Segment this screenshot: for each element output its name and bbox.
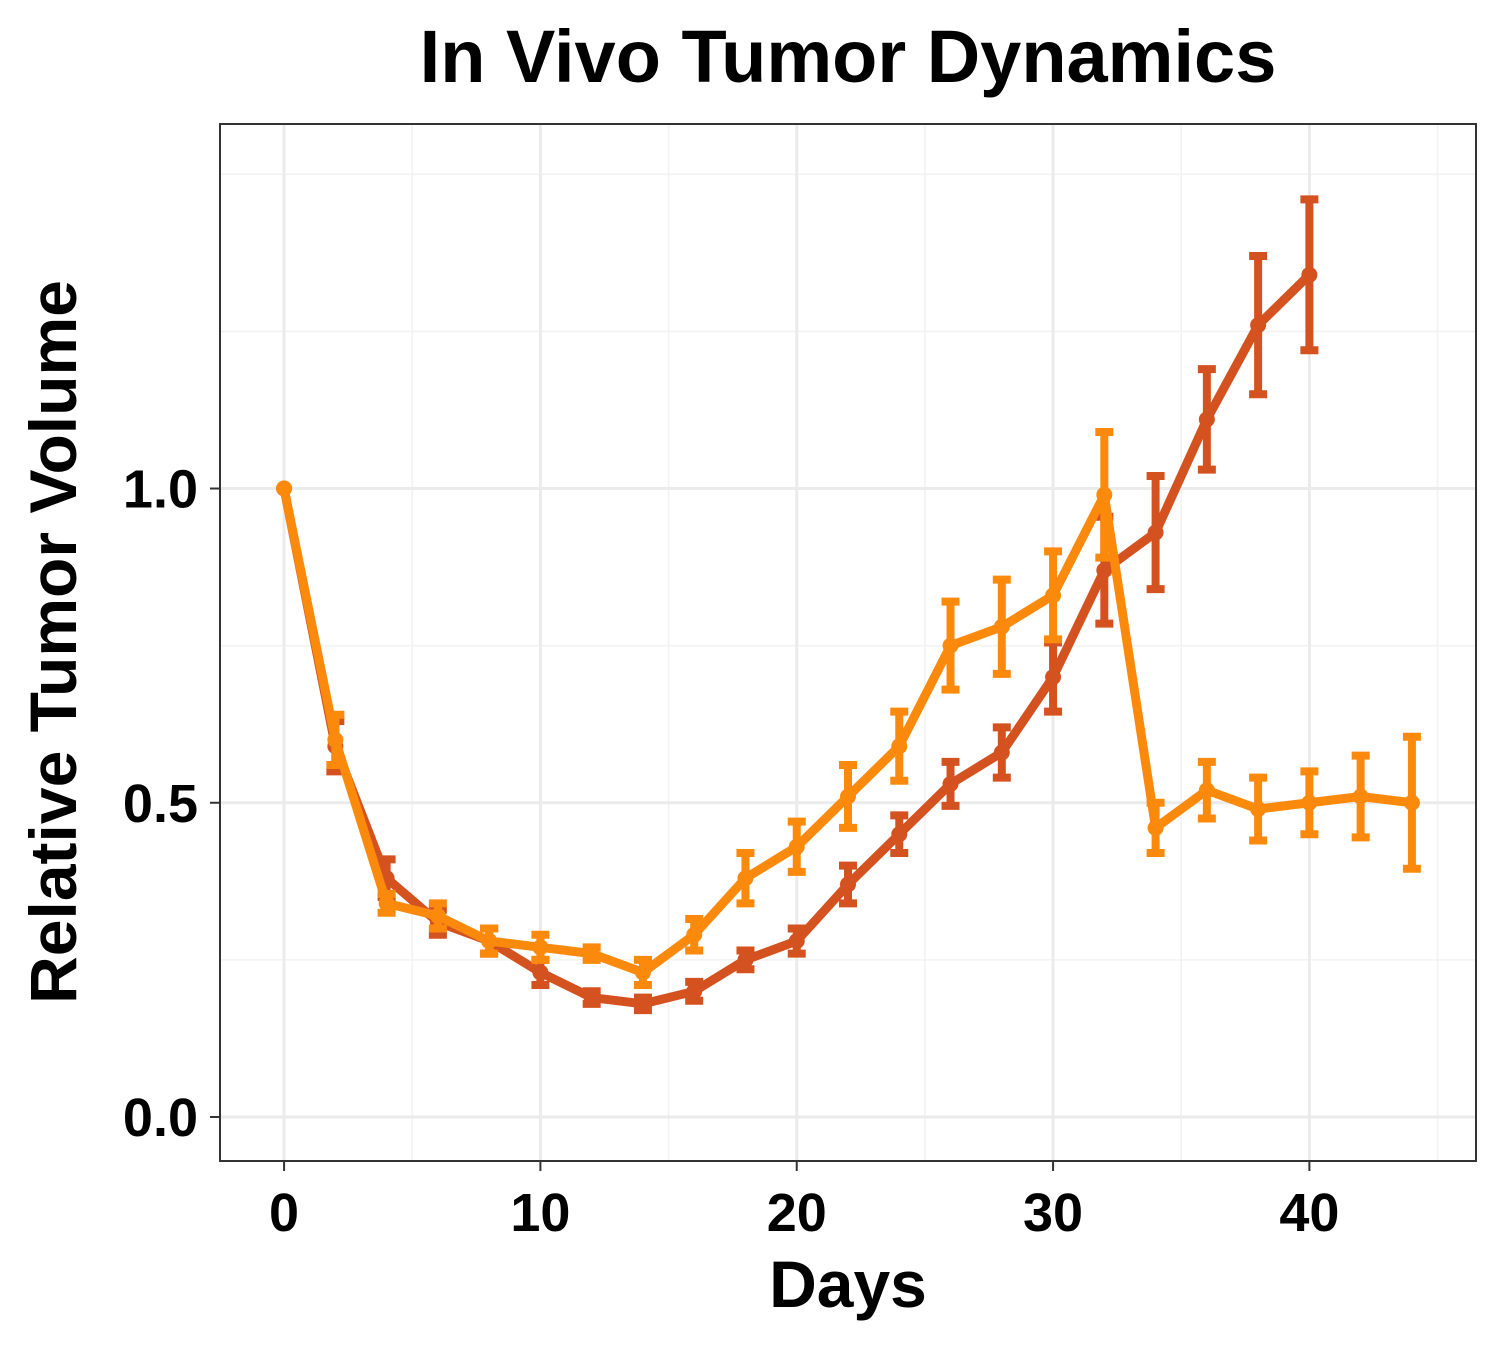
data-point [942, 775, 959, 792]
data-point [686, 983, 703, 1000]
y-tick-label: 0.0 [123, 1088, 198, 1148]
x-tick-label: 40 [1279, 1183, 1339, 1243]
data-point [891, 738, 908, 755]
x-axis-label: Days [769, 1247, 927, 1321]
data-point [840, 788, 856, 805]
data-point [1250, 317, 1267, 334]
data-point [1198, 782, 1215, 799]
data-point [737, 951, 754, 968]
data-point [481, 933, 498, 950]
data-point [993, 618, 1010, 635]
y-tick-label: 1.0 [123, 460, 198, 520]
data-point [1147, 819, 1164, 836]
data-point [1045, 669, 1062, 686]
data-point [993, 744, 1010, 761]
data-point [1096, 562, 1113, 579]
data-point [1250, 801, 1267, 818]
data-point [788, 933, 805, 950]
plot-panel-border [219, 123, 1477, 1162]
axes: 0 10 20 30 40 0.0 0.5 1.0 [123, 460, 1340, 1243]
x-tick-label: 0 [269, 1183, 299, 1243]
data-point [1403, 794, 1420, 811]
x-tick-label: 10 [510, 1183, 570, 1243]
y-axis-label: Relative Tumor Volume [16, 280, 90, 1004]
x-tick-label: 20 [767, 1183, 827, 1243]
data-point [634, 995, 651, 1012]
data-point [532, 964, 549, 981]
data-point [737, 870, 754, 887]
data-point [942, 637, 959, 654]
data-point [840, 876, 856, 893]
data-point [327, 731, 344, 748]
data-point [1198, 411, 1215, 428]
data-point [429, 907, 446, 924]
data-point [634, 964, 651, 981]
x-tick-label: 30 [1023, 1183, 1083, 1243]
data-point [583, 945, 600, 962]
data-point [583, 989, 600, 1006]
chart-title: In Vivo Tumor Dynamics [420, 15, 1277, 98]
data-point [686, 926, 703, 943]
series-2 [276, 427, 1421, 990]
data-point [378, 895, 395, 912]
gridlines [220, 124, 1476, 1161]
data-point [1301, 266, 1318, 283]
data-point [1045, 587, 1062, 604]
data-point [1096, 486, 1113, 503]
y-tick-label: 0.5 [123, 774, 198, 834]
series-layer [276, 195, 1421, 1015]
data-point [276, 480, 293, 497]
data-point [1352, 788, 1369, 805]
data-point [788, 838, 805, 855]
data-point [1301, 794, 1318, 811]
data-point [532, 939, 549, 956]
data-point [891, 826, 908, 843]
data-point [1147, 524, 1164, 541]
